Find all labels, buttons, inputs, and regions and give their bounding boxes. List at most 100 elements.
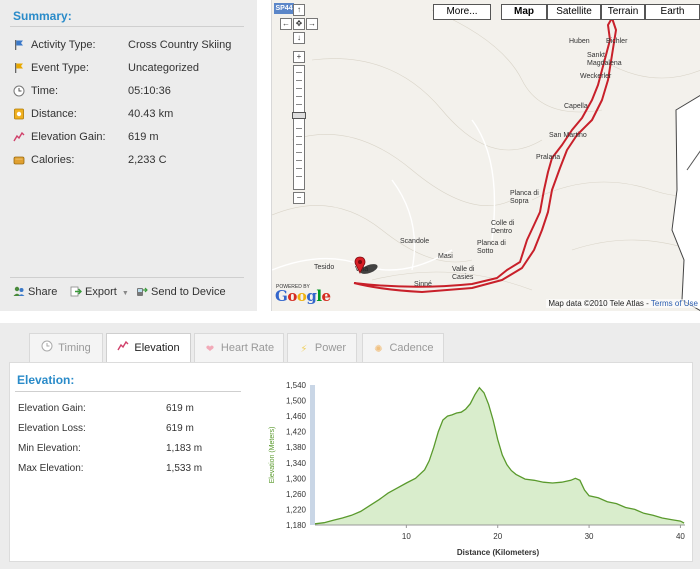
y-tick-label: 1,500 — [286, 397, 307, 406]
map-type-satellite-button[interactable]: Satellite — [547, 4, 601, 20]
zoom-tick — [296, 72, 302, 73]
elevation-label: Elevation Gain: — [18, 403, 86, 414]
zoom-tick — [296, 168, 302, 169]
tab-elevation[interactable]: Elevation — [106, 333, 191, 363]
x-tick-label: 10 — [402, 532, 411, 541]
map-base — [272, 0, 700, 311]
x-tick-label: 20 — [493, 532, 502, 541]
elevation-value: 1,533 m — [166, 463, 203, 474]
zoom-out-button[interactable]: − — [293, 192, 305, 204]
y-tick-label: 1,340 — [286, 459, 307, 468]
y-tick-label: 1,300 — [286, 474, 307, 483]
map-data-label: Map data ©2010 Tele Atlas — [548, 299, 644, 308]
tab-label: Timing — [58, 342, 91, 354]
summary-label: Distance: — [31, 108, 77, 120]
pan-left-button[interactable]: ← — [280, 18, 292, 30]
share-icon — [13, 285, 25, 297]
distance-icon — [13, 108, 25, 120]
center-icon: ✥ — [295, 19, 303, 28]
zoom-in-button[interactable]: + — [293, 51, 305, 63]
terms-of-use-link[interactable]: Terms of Use — [650, 299, 698, 308]
elevation-row: Max Elevation: 1,533 m — [18, 463, 238, 477]
arrow-down-icon: ↓ — [297, 33, 301, 42]
summary-label: Elevation Gain: — [31, 131, 106, 143]
summary-row-time: Time: 05:10:36 — [13, 84, 253, 98]
pan-right-button[interactable]: → — [306, 18, 318, 30]
elevation-icon — [117, 340, 129, 352]
pan-up-button[interactable]: ↑ — [293, 4, 305, 16]
pan-center-button[interactable]: ✥ — [293, 18, 305, 30]
place-label: Valle di Casies — [452, 266, 475, 281]
summary-label: Event Type: — [31, 62, 89, 74]
export-icon — [70, 285, 82, 297]
y-tick-label: 1,540 — [286, 381, 307, 390]
elevation-value: 1,183 m — [166, 443, 203, 454]
activity-type-icon — [13, 39, 25, 51]
place-label: Weckerler — [580, 73, 612, 80]
map-type-terrain-button[interactable]: Terrain — [601, 4, 645, 20]
tab-label: Heart Rate — [220, 342, 275, 354]
summary-value: Uncategorized — [128, 62, 199, 74]
map-type-earth-button[interactable]: Earth — [645, 4, 700, 20]
map-attribution: Map data ©2010 Tele Atlas - Terms of Use — [546, 299, 700, 308]
zoom-tick — [296, 96, 302, 97]
elevation-area — [315, 387, 685, 525]
y-tick-label: 1,180 — [286, 521, 307, 530]
map-type-more-button[interactable]: More... — [433, 4, 491, 20]
arrow-left-icon: ← — [282, 19, 290, 28]
zoom-tick — [296, 136, 302, 137]
summary-row-distance: Distance: 40.43 km — [13, 107, 253, 121]
zoom-tick — [296, 160, 302, 161]
elevation-label: Elevation Loss: — [18, 423, 86, 434]
elevation-chart[interactable]: 1,180 1,220 1,260 1,300 1,340 1,380 1,420 1,460… — [260, 375, 692, 560]
tab-label: Cadence — [389, 342, 434, 354]
summary-label: Calories: — [31, 154, 75, 166]
x-tick-label: 40 — [676, 532, 685, 541]
lightning-icon: ⚡ — [300, 344, 308, 355]
export-button[interactable]: Export ▼ — [70, 285, 129, 299]
y-axis-bar — [310, 385, 315, 525]
pan-down-button[interactable]: ↓ — [293, 32, 305, 44]
summary-label: Activity Type: — [31, 39, 96, 51]
place-label: Colle di Dentro — [491, 220, 515, 235]
y-tick-label: 1,260 — [286, 490, 307, 499]
elevation-icon — [13, 131, 25, 143]
place-label: Planca di Sotto — [477, 240, 506, 255]
tab-cadence[interactable]: ✺ Cadence — [362, 333, 444, 362]
map-marker-icon[interactable] — [352, 255, 382, 281]
place-label: Scandole — [400, 238, 430, 245]
zoom-tick — [296, 80, 302, 81]
summary-row-activity-type: Activity Type: Cross Country Skiing — [13, 38, 253, 52]
place-label: Masi — [438, 253, 453, 260]
zoom-tick — [296, 104, 302, 105]
tab-power[interactable]: ⚡ Power — [287, 333, 357, 362]
zoom-slider[interactable] — [292, 65, 306, 190]
google-logo[interactable]: Google — [275, 287, 331, 305]
place-label: Tesido — [314, 264, 335, 271]
map-type-map-button[interactable]: Map — [501, 4, 547, 20]
summary-label: Time: — [31, 85, 59, 97]
powered-by-label: POWERED BY — [276, 284, 310, 290]
tab-heart-rate[interactable]: ❤ Heart Rate — [194, 333, 284, 362]
tab-timing[interactable]: Timing — [29, 333, 103, 362]
elevation-value: 619 m — [166, 403, 194, 414]
share-button[interactable]: Share — [13, 285, 57, 299]
arrow-up-icon: ↑ — [297, 5, 301, 14]
route-map[interactable]: SP44 ↑ ← ✥ → ↓ + − More... Map Satellite… — [271, 0, 700, 311]
zoom-tick — [296, 144, 302, 145]
zoom-handle[interactable] — [292, 112, 306, 119]
heart-icon: ❤ — [205, 344, 215, 355]
y-axis-label: Elevation (Meters) — [269, 427, 276, 484]
arrow-right-icon: → — [308, 19, 316, 28]
minus-icon: − — [296, 193, 302, 202]
place-label: Sinné — [414, 281, 432, 288]
place-label: Planca di Sopra — [510, 190, 539, 205]
elevation-value: 619 m — [166, 423, 194, 434]
road-label: SP44 — [274, 3, 294, 14]
y-tick-label: 1,220 — [286, 505, 307, 514]
send-to-device-button[interactable]: Send to Device — [136, 285, 226, 299]
place-label: Huben — [569, 38, 590, 45]
summary-row-elevation-gain: Elevation Gain: 619 m — [13, 130, 253, 144]
summary-value: Cross Country Skiing — [128, 39, 232, 51]
x-axis-label: Distance (Kilometers) — [457, 548, 540, 557]
